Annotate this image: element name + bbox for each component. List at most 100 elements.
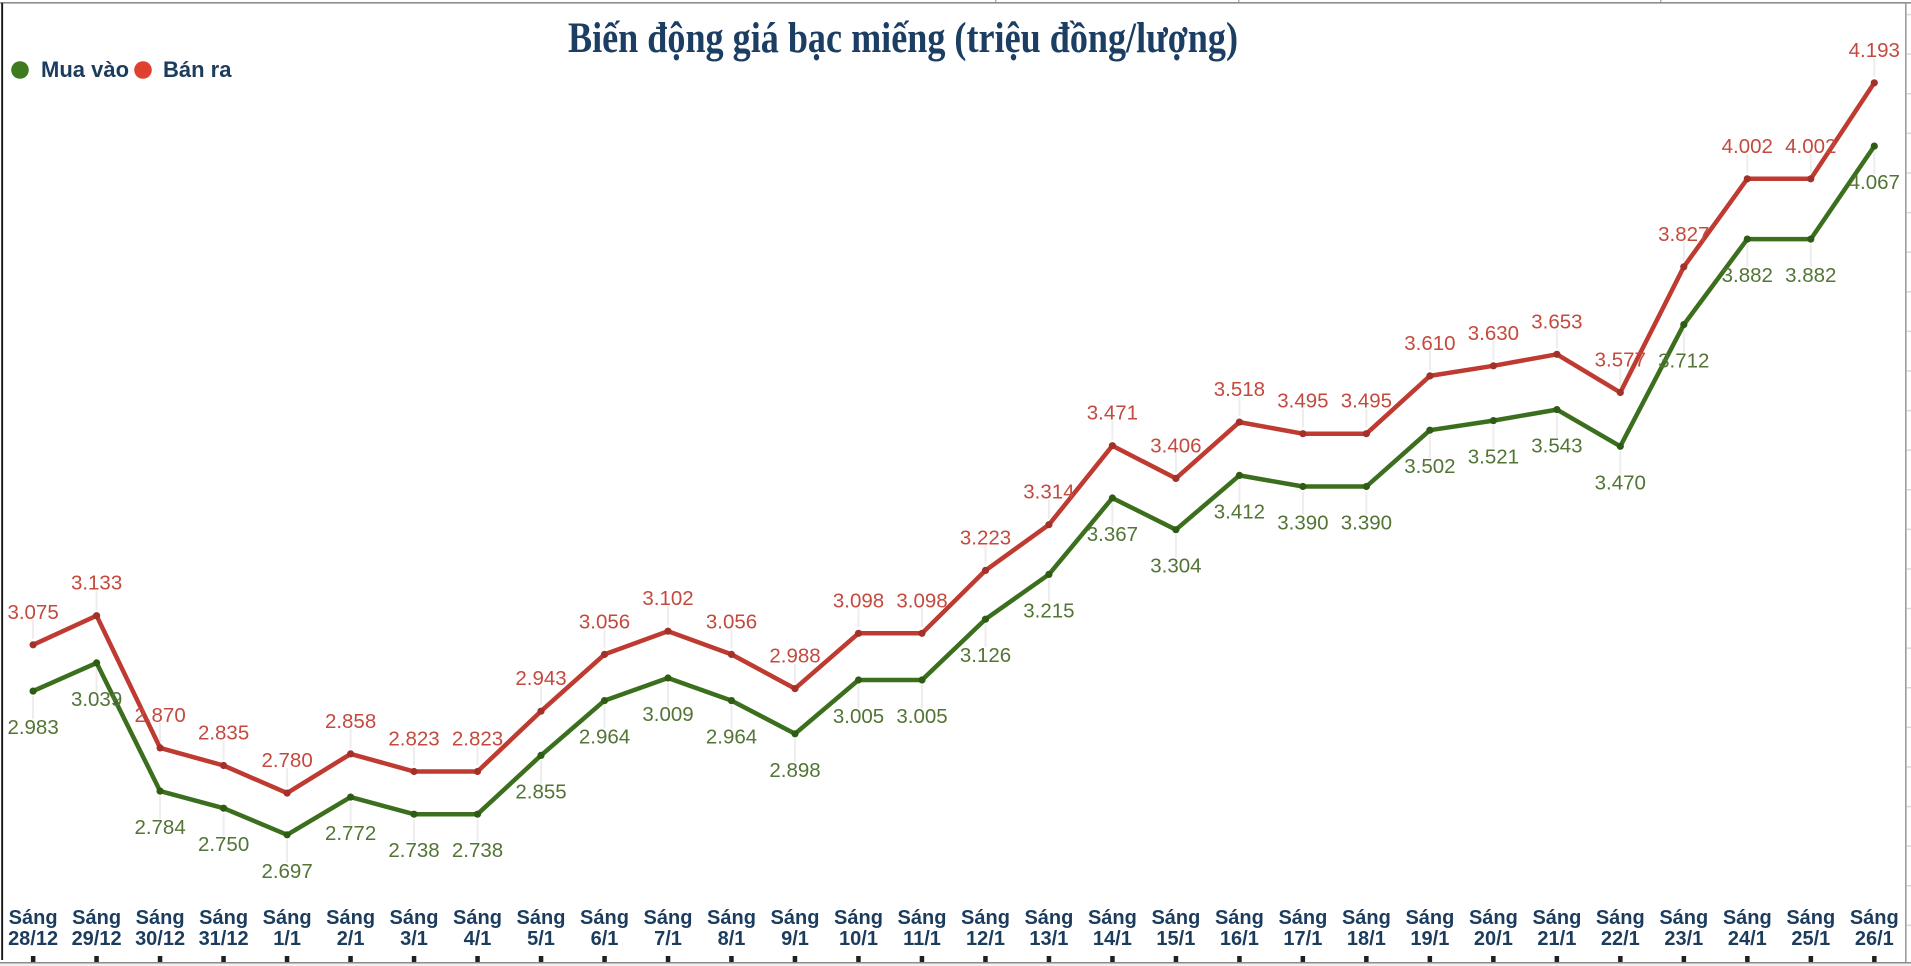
svg-text:Bán ra: Bán ra <box>163 57 232 82</box>
svg-text:Sáng: Sáng <box>1596 907 1645 929</box>
svg-text:3.502: 3.502 <box>1404 455 1455 478</box>
svg-text:4/1: 4/1 <box>464 928 492 950</box>
svg-text:3.304: 3.304 <box>1150 555 1201 578</box>
svg-text:3.406: 3.406 <box>1150 434 1201 457</box>
svg-text:10/1: 10/1 <box>839 928 878 950</box>
svg-text:3.102: 3.102 <box>642 587 693 610</box>
svg-text:8/1: 8/1 <box>718 928 746 950</box>
svg-text:2.858: 2.858 <box>325 710 376 733</box>
svg-text:Sáng: Sáng <box>1850 907 1899 929</box>
svg-text:2.964: 2.964 <box>579 726 630 749</box>
svg-text:Sáng: Sáng <box>898 907 947 929</box>
svg-text:3.056: 3.056 <box>579 610 630 633</box>
svg-text:15/1: 15/1 <box>1156 928 1195 950</box>
svg-text:Sáng: Sáng <box>1151 907 1200 929</box>
svg-text:2.835: 2.835 <box>198 722 249 745</box>
svg-text:3.521: 3.521 <box>1468 446 1519 469</box>
svg-text:2.780: 2.780 <box>261 749 312 772</box>
svg-text:3.471: 3.471 <box>1087 402 1138 425</box>
svg-text:3.495: 3.495 <box>1277 390 1328 413</box>
svg-text:Sáng: Sáng <box>644 907 693 929</box>
svg-text:Sáng: Sáng <box>1024 907 1073 929</box>
svg-text:Sáng: Sáng <box>517 907 566 929</box>
svg-text:Sáng: Sáng <box>834 907 883 929</box>
svg-text:Sáng: Sáng <box>390 907 439 929</box>
svg-text:Mua vào: Mua vào <box>41 57 129 82</box>
svg-text:3.882: 3.882 <box>1785 264 1836 287</box>
svg-text:Sáng: Sáng <box>1342 907 1391 929</box>
svg-text:7/1: 7/1 <box>654 928 682 950</box>
svg-text:4.067: 4.067 <box>1849 171 1900 194</box>
svg-text:3.215: 3.215 <box>1023 599 1074 622</box>
svg-text:Sáng: Sáng <box>707 907 756 929</box>
svg-text:3.126: 3.126 <box>960 644 1011 667</box>
svg-text:2.964: 2.964 <box>706 726 757 749</box>
svg-text:3.827: 3.827 <box>1658 223 1709 246</box>
svg-text:3.518: 3.518 <box>1214 378 1265 401</box>
svg-text:2.898: 2.898 <box>769 759 820 782</box>
svg-text:3.005: 3.005 <box>833 705 884 728</box>
svg-text:3.314: 3.314 <box>1023 481 1074 504</box>
svg-text:24/1: 24/1 <box>1728 928 1767 950</box>
svg-text:31/12: 31/12 <box>199 928 249 950</box>
svg-text:Sáng: Sáng <box>263 907 312 929</box>
svg-text:3.412: 3.412 <box>1214 500 1265 523</box>
svg-text:28/12: 28/12 <box>8 928 58 950</box>
svg-text:Sáng: Sáng <box>1088 907 1137 929</box>
svg-text:30/12: 30/12 <box>135 928 185 950</box>
svg-text:3.056: 3.056 <box>706 610 757 633</box>
svg-text:2.823: 2.823 <box>388 728 439 751</box>
svg-text:14/1: 14/1 <box>1093 928 1132 950</box>
svg-text:3.005: 3.005 <box>896 705 947 728</box>
svg-text:21/1: 21/1 <box>1537 928 1576 950</box>
svg-text:3.882: 3.882 <box>1722 264 1773 287</box>
svg-text:2.784: 2.784 <box>134 816 185 839</box>
svg-text:Sáng: Sáng <box>199 907 248 929</box>
svg-text:Sáng: Sáng <box>771 907 820 929</box>
svg-text:2.738: 2.738 <box>388 839 439 862</box>
svg-text:Biến động giá bạc miếng (triệu: Biến động giá bạc miếng (triệu đồng/lượn… <box>568 15 1238 62</box>
svg-text:Sáng: Sáng <box>136 907 185 929</box>
svg-text:Sáng: Sáng <box>72 907 121 929</box>
svg-text:25/1: 25/1 <box>1791 928 1830 950</box>
svg-text:Sáng: Sáng <box>1405 907 1454 929</box>
svg-text:4.193: 4.193 <box>1849 39 1900 62</box>
svg-text:3.133: 3.133 <box>71 572 122 595</box>
svg-text:2.697: 2.697 <box>261 860 312 883</box>
svg-text:2.772: 2.772 <box>325 822 376 845</box>
svg-text:Sáng: Sáng <box>1278 907 1327 929</box>
svg-text:3.470: 3.470 <box>1595 471 1646 494</box>
svg-text:13/1: 13/1 <box>1029 928 1068 950</box>
svg-text:3.543: 3.543 <box>1531 435 1582 458</box>
svg-text:3.223: 3.223 <box>960 526 1011 549</box>
svg-text:Sáng: Sáng <box>1532 907 1581 929</box>
svg-text:2.870: 2.870 <box>134 704 185 727</box>
svg-text:4.002: 4.002 <box>1785 135 1836 158</box>
svg-text:2.943: 2.943 <box>515 667 566 690</box>
svg-text:2.823: 2.823 <box>452 728 503 751</box>
svg-text:12/1: 12/1 <box>966 928 1005 950</box>
svg-text:3.495: 3.495 <box>1341 390 1392 413</box>
svg-text:29/12: 29/12 <box>72 928 122 950</box>
svg-text:18/1: 18/1 <box>1347 928 1386 950</box>
svg-text:3.390: 3.390 <box>1341 512 1392 535</box>
svg-text:Sáng: Sáng <box>1659 907 1708 929</box>
svg-text:4.002: 4.002 <box>1722 135 1773 158</box>
svg-text:2.738: 2.738 <box>452 839 503 862</box>
svg-text:3.653: 3.653 <box>1531 310 1582 333</box>
svg-text:5/1: 5/1 <box>527 928 555 950</box>
svg-text:Sáng: Sáng <box>1469 907 1518 929</box>
svg-text:3/1: 3/1 <box>400 928 428 950</box>
svg-text:6/1: 6/1 <box>591 928 619 950</box>
svg-text:3.630: 3.630 <box>1468 322 1519 345</box>
svg-text:Sáng: Sáng <box>453 907 502 929</box>
svg-text:2/1: 2/1 <box>337 928 365 950</box>
svg-text:3.009: 3.009 <box>642 703 693 726</box>
svg-text:Sáng: Sáng <box>961 907 1010 929</box>
svg-text:2.855: 2.855 <box>515 780 566 803</box>
svg-text:Sáng: Sáng <box>1786 907 1835 929</box>
svg-text:23/1: 23/1 <box>1664 928 1703 950</box>
svg-text:2.983: 2.983 <box>7 716 58 739</box>
svg-text:3.039: 3.039 <box>71 688 122 711</box>
svg-text:3.610: 3.610 <box>1404 332 1455 355</box>
